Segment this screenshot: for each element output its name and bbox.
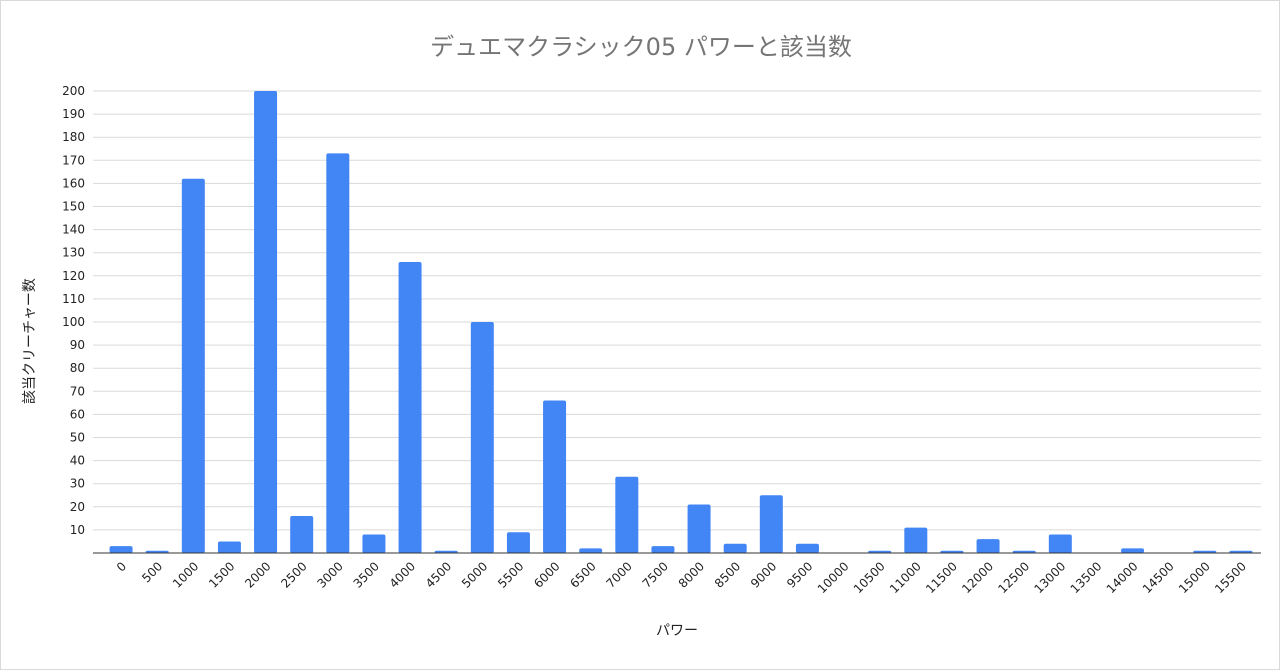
x-tick-label: 2000 xyxy=(242,559,273,590)
x-tick-label: 7500 xyxy=(640,559,671,590)
bar-2000[interactable] xyxy=(254,91,278,553)
bar-3500[interactable] xyxy=(362,534,386,553)
y-tick-label: 50 xyxy=(70,431,85,445)
x-tick-label: 4500 xyxy=(423,559,454,590)
x-axis-ticks: 0 500 1000 1500 2000 2500 3000 3500 4000 4500 5000… xyxy=(114,559,1249,596)
y-axis-ticks: 10 20 30 40 50 60 70 80 90 100 110 120 130 140 150 160 1… xyxy=(62,84,85,537)
x-tick-label: 500 xyxy=(139,559,165,585)
bar-0[interactable] xyxy=(109,546,133,553)
y-tick-label: 100 xyxy=(62,315,85,329)
x-tick-label: 2500 xyxy=(278,559,309,590)
bar-500[interactable] xyxy=(145,550,169,553)
bar-6000[interactable] xyxy=(543,400,567,553)
x-tick-label: 6500 xyxy=(567,559,598,590)
bar-14000[interactable] xyxy=(1121,548,1145,553)
x-tick-label: 11500 xyxy=(923,559,960,596)
bar-1500[interactable] xyxy=(217,541,241,553)
x-axis-label: パワー xyxy=(656,623,698,639)
bar-8500[interactable] xyxy=(723,543,747,553)
bar-5500[interactable] xyxy=(506,532,530,553)
x-tick-label: 3500 xyxy=(351,559,382,590)
y-tick-label: 10 xyxy=(70,523,85,537)
x-tick-label: 10500 xyxy=(851,559,888,596)
x-tick-label: 13000 xyxy=(1032,559,1069,596)
y-tick-label: 20 xyxy=(70,500,85,514)
y-tick-label: 140 xyxy=(62,223,85,237)
y-tick-label: 160 xyxy=(62,176,85,190)
x-tick-label: 12500 xyxy=(995,559,1032,596)
bar-12000[interactable] xyxy=(976,539,1000,553)
x-tick-label: 9000 xyxy=(748,559,779,590)
bar-8000[interactable] xyxy=(687,504,711,553)
x-tick-label: 5000 xyxy=(459,559,490,590)
x-tick-label: 0 xyxy=(114,559,129,574)
y-tick-label: 70 xyxy=(70,384,85,398)
bar-4500[interactable] xyxy=(434,550,458,553)
bar-11500[interactable] xyxy=(940,550,964,553)
gridlines xyxy=(93,90,1261,531)
y-tick-label: 30 xyxy=(70,477,85,491)
bar-11000[interactable] xyxy=(904,527,928,553)
y-tick-label: 180 xyxy=(62,130,85,144)
x-tick-label: 1500 xyxy=(206,559,237,590)
x-tick-label: 14500 xyxy=(1140,559,1177,596)
x-tick-label: 8500 xyxy=(712,559,743,590)
x-tick-label: 4000 xyxy=(387,559,418,590)
y-tick-label: 40 xyxy=(70,454,85,468)
chart-title: デュエマクラシック05 パワーと該当数 xyxy=(430,33,852,61)
bar-12500[interactable] xyxy=(1012,550,1036,553)
y-tick-label: 130 xyxy=(62,246,85,260)
bar-1000[interactable] xyxy=(181,178,205,553)
x-tick-label: 9500 xyxy=(784,559,815,590)
bar-15000[interactable] xyxy=(1193,550,1217,553)
bar-15500[interactable] xyxy=(1229,550,1253,553)
bar-10500[interactable] xyxy=(868,550,892,553)
x-tick-label: 8000 xyxy=(676,559,707,590)
x-tick-label: 11000 xyxy=(887,559,924,596)
bar-2500[interactable] xyxy=(290,516,314,553)
bar-7500[interactable] xyxy=(651,546,675,553)
y-tick-label: 170 xyxy=(62,153,85,167)
x-tick-label: 14000 xyxy=(1104,559,1141,596)
x-tick-label: 7000 xyxy=(603,559,634,590)
bar-9000[interactable] xyxy=(759,495,783,553)
x-tick-label: 5500 xyxy=(495,559,526,590)
bar-5000[interactable] xyxy=(470,322,494,553)
x-tick-label: 13500 xyxy=(1068,559,1105,596)
x-tick-label: 15500 xyxy=(1212,559,1249,596)
bar-3000[interactable] xyxy=(326,153,350,553)
y-tick-label: 90 xyxy=(70,338,85,352)
bar-13000[interactable] xyxy=(1048,534,1072,553)
bar-4000[interactable] xyxy=(398,261,422,553)
y-tick-label: 150 xyxy=(62,200,85,214)
bars xyxy=(109,91,1253,553)
x-tick-label: 3000 xyxy=(314,559,345,590)
bar-6500[interactable] xyxy=(579,548,603,553)
y-tick-label: 190 xyxy=(62,107,85,121)
x-tick-label: 6000 xyxy=(531,559,562,590)
bar-9500[interactable] xyxy=(795,543,819,553)
y-tick-label: 80 xyxy=(70,361,85,375)
x-tick-label: 1000 xyxy=(170,559,201,590)
y-tick-label: 60 xyxy=(70,407,85,421)
x-tick-label: 15000 xyxy=(1176,559,1213,596)
x-tick-label: 12000 xyxy=(959,559,996,596)
y-axis-label: 該当クリーチャー数 xyxy=(22,278,38,404)
x-tick-label: 10000 xyxy=(815,559,852,596)
y-tick-label: 200 xyxy=(62,84,85,98)
bar-7000[interactable] xyxy=(615,476,639,553)
y-tick-label: 120 xyxy=(62,269,85,283)
y-tick-label: 110 xyxy=(62,292,85,306)
